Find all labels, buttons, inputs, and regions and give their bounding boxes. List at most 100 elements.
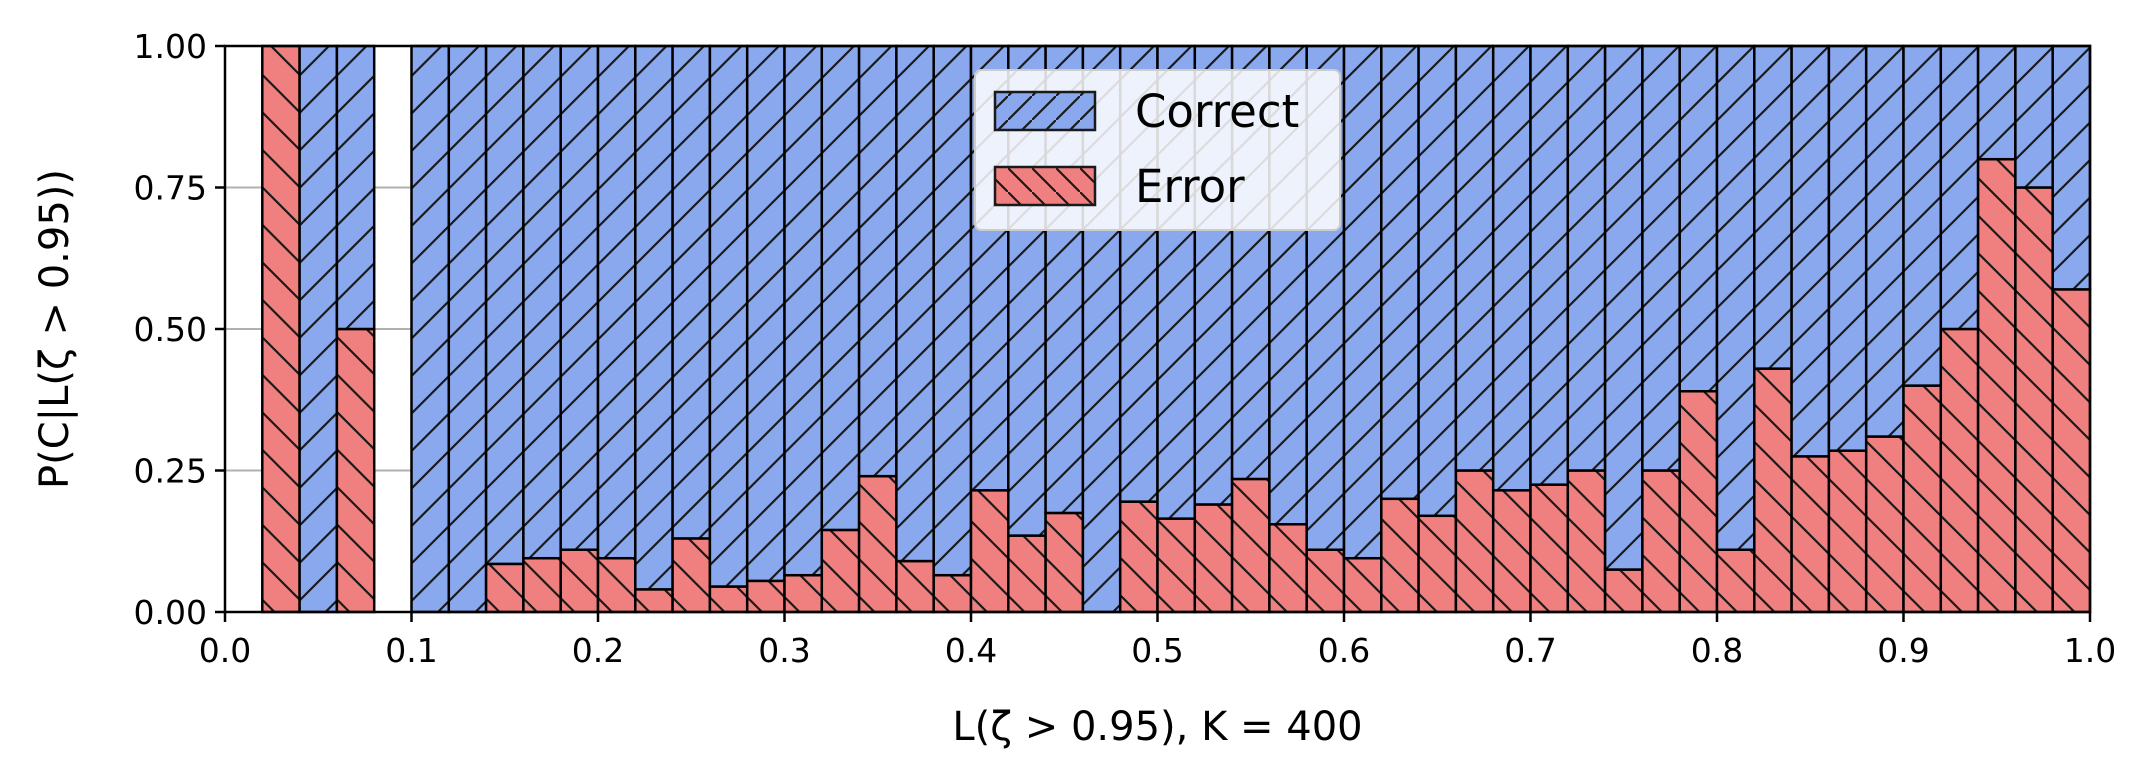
- bar-error: [1790, 455, 1831, 614]
- bar-error: [634, 588, 674, 614]
- bar-error: [1342, 556, 1383, 614]
- bar-error: [261, 44, 301, 614]
- bar-error: [1193, 503, 1234, 614]
- y-tick-label: 0.00: [134, 593, 207, 632]
- bar-correct: [335, 44, 376, 331]
- bar-correct: [1491, 44, 1532, 492]
- bar-error: [1641, 469, 1681, 614]
- bar-error: [1864, 435, 1905, 614]
- x-tick-label: 0.5: [1131, 631, 1183, 670]
- bar-error: [335, 327, 376, 614]
- bar-error: [1715, 548, 1756, 614]
- x-tick-label: 0.3: [758, 631, 810, 670]
- bar-correct: [2014, 44, 2054, 189]
- bar-error: [2051, 288, 2092, 614]
- bar-error: [857, 474, 898, 614]
- bar-correct: [447, 44, 488, 614]
- bar-correct: [671, 44, 712, 540]
- bar-correct: [1529, 44, 1570, 486]
- bar-error: [1007, 534, 1047, 614]
- x-tick-label: 0.1: [385, 631, 437, 670]
- bar-correct: [745, 44, 786, 583]
- x-axis-label: L(ζ > 0.95), K = 400: [952, 704, 1362, 750]
- bar-error: [895, 559, 935, 614]
- legend-swatch-error: [993, 165, 1097, 207]
- bar-error: [1753, 367, 1793, 614]
- bar-correct: [1342, 44, 1383, 560]
- bar-correct: [1417, 44, 1458, 518]
- legend-label-correct: Correct: [1135, 85, 1299, 138]
- bar-correct: [932, 44, 973, 577]
- bar-error: [1454, 469, 1495, 614]
- bar-error: [1678, 390, 1719, 614]
- bar-error: [1230, 477, 1271, 614]
- bar-error: [1491, 489, 1532, 614]
- y-axis: 0.00 0.25 0.50 0.75 1.00: [134, 27, 225, 632]
- bars: [261, 44, 2092, 614]
- bar-correct: [1827, 44, 1868, 452]
- bar-correct: [410, 44, 451, 614]
- bar-error: [522, 556, 562, 614]
- bar-correct: [1864, 44, 1905, 438]
- bar-correct: [634, 44, 674, 591]
- x-tick-label: 0.7: [1504, 631, 1556, 670]
- bar-correct: [708, 44, 749, 588]
- bar-correct: [857, 44, 898, 478]
- bar-correct: [1715, 44, 1756, 551]
- bar-error: [2014, 186, 2054, 614]
- bar-error: [783, 573, 824, 614]
- bar-error: [1827, 449, 1868, 614]
- bar-error: [1976, 157, 2017, 614]
- bar-correct: [1641, 44, 1681, 472]
- bar-error: [932, 573, 973, 614]
- x-tick-label: 0.6: [1318, 631, 1370, 670]
- x-axis: 0.0 0.1 0.2 0.3 0.4 0.5 0.6 0.7 0.8 0.9 1.0: [199, 612, 2116, 670]
- bar-error: [745, 579, 786, 614]
- bar-correct: [1753, 44, 1793, 370]
- x-tick-label: 0.0: [199, 631, 251, 670]
- bar-error: [1529, 483, 1570, 614]
- bar-correct: [2051, 44, 2092, 291]
- bar-error: [1118, 500, 1159, 614]
- bar-error: [1268, 523, 1308, 614]
- legend-swatch-correct: [993, 90, 1097, 132]
- bar-error: [1939, 327, 1980, 614]
- y-tick-label: 1.00: [134, 27, 207, 66]
- legend: Correct Error: [974, 69, 1341, 231]
- bar-error: [1044, 511, 1085, 614]
- bar-correct: [1566, 44, 1607, 472]
- y-axis-label: P(C|L(ζ > 0.95)): [32, 169, 78, 489]
- x-tick-label: 0.8: [1691, 631, 1743, 670]
- bar-correct: [1380, 44, 1420, 501]
- bar-correct: [1678, 44, 1719, 393]
- bar-error: [820, 528, 861, 614]
- bar-correct: [559, 44, 600, 551]
- x-tick-label: 1.0: [2064, 631, 2116, 670]
- bar-error: [1603, 568, 1644, 614]
- legend-label-error: Error: [1135, 160, 1245, 213]
- bar-error: [708, 585, 749, 614]
- bar-correct: [783, 44, 824, 577]
- bar-correct: [522, 44, 562, 560]
- bar-correct: [820, 44, 861, 532]
- bar-correct: [1454, 44, 1495, 472]
- bar-error: [1566, 469, 1607, 614]
- bar-correct: [596, 44, 637, 560]
- bar-error: [1156, 517, 1197, 614]
- bar-correct: [1939, 44, 1980, 331]
- bar-correct: [484, 44, 525, 566]
- bar-error: [484, 562, 525, 614]
- bar-error: [969, 489, 1010, 614]
- bar-error: [559, 548, 600, 614]
- x-tick-label: 0.9: [1877, 631, 1929, 670]
- bar-error: [596, 556, 637, 614]
- y-tick-label: 0.25: [134, 452, 207, 491]
- bar-correct: [1976, 44, 2017, 161]
- y-tick-label: 0.50: [134, 310, 207, 349]
- bar-correct: [895, 44, 935, 563]
- bar-correct: [1790, 44, 1831, 458]
- bar-error: [1902, 384, 1943, 614]
- bar-error: [1417, 514, 1458, 614]
